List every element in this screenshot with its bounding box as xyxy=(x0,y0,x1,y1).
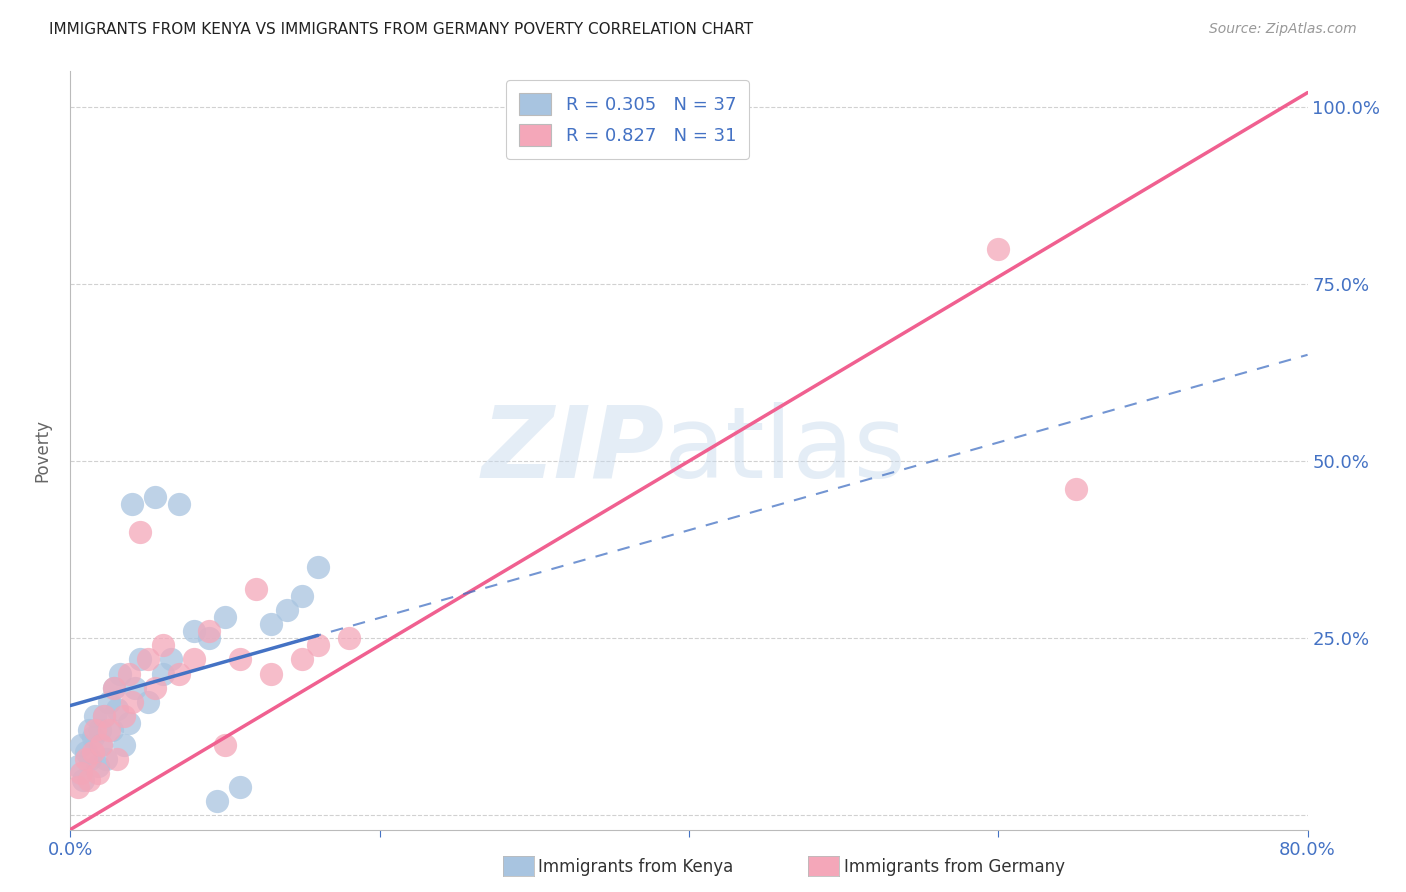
Point xyxy=(94,752,117,766)
Point xyxy=(136,652,159,666)
Point xyxy=(260,666,283,681)
Point xyxy=(145,681,166,695)
Point xyxy=(160,652,183,666)
Point xyxy=(183,652,205,666)
Point xyxy=(207,794,229,808)
Point xyxy=(121,695,143,709)
Point xyxy=(98,723,120,738)
Point xyxy=(108,666,131,681)
Point xyxy=(98,695,120,709)
Point xyxy=(77,723,100,738)
Point xyxy=(105,702,128,716)
Point xyxy=(93,709,115,723)
Point xyxy=(152,666,174,681)
Point xyxy=(152,638,174,652)
Legend: R = 0.305   N = 37, R = 0.827   N = 31: R = 0.305 N = 37, R = 0.827 N = 31 xyxy=(506,80,749,159)
Point xyxy=(114,738,135,752)
Point xyxy=(82,745,105,759)
Point xyxy=(82,731,105,745)
Point xyxy=(121,497,143,511)
Point xyxy=(183,624,205,639)
Point xyxy=(84,709,107,723)
Point xyxy=(118,716,141,731)
Point xyxy=(198,624,221,639)
Text: Immigrants from Germany: Immigrants from Germany xyxy=(844,858,1064,876)
Point xyxy=(129,524,152,539)
Point xyxy=(67,780,90,794)
Point xyxy=(1064,483,1087,497)
Point xyxy=(291,652,314,666)
Text: atlas: atlas xyxy=(664,402,905,499)
Text: ZIP: ZIP xyxy=(481,402,664,499)
Text: IMMIGRANTS FROM KENYA VS IMMIGRANTS FROM GERMANY POVERTY CORRELATION CHART: IMMIGRANTS FROM KENYA VS IMMIGRANTS FROM… xyxy=(49,22,754,37)
Point xyxy=(260,617,283,632)
Point xyxy=(291,589,314,603)
Point xyxy=(70,765,93,780)
Point xyxy=(307,560,329,574)
Point xyxy=(72,772,94,787)
Point xyxy=(167,497,190,511)
Point xyxy=(214,738,236,752)
Point xyxy=(101,723,124,738)
Point xyxy=(84,723,107,738)
Point xyxy=(276,603,298,617)
Point xyxy=(136,695,159,709)
Point xyxy=(90,738,112,752)
Point xyxy=(87,759,110,773)
Text: Immigrants from Kenya: Immigrants from Kenya xyxy=(538,858,734,876)
Point xyxy=(93,709,115,723)
Point xyxy=(114,709,135,723)
Point xyxy=(229,652,252,666)
Y-axis label: Poverty: Poverty xyxy=(34,419,52,482)
Point xyxy=(118,666,141,681)
Point xyxy=(129,652,152,666)
Point xyxy=(214,610,236,624)
Point xyxy=(79,752,101,766)
Point xyxy=(67,759,90,773)
Text: Source: ZipAtlas.com: Source: ZipAtlas.com xyxy=(1209,22,1357,37)
Point xyxy=(103,681,125,695)
Point xyxy=(87,765,110,780)
Point xyxy=(103,681,125,695)
Point xyxy=(90,738,112,752)
Point xyxy=(337,632,360,646)
Point xyxy=(987,242,1010,256)
Point xyxy=(105,752,128,766)
Point xyxy=(89,723,111,738)
Point xyxy=(167,666,190,681)
Point xyxy=(307,638,329,652)
Point xyxy=(245,582,267,596)
Point xyxy=(198,632,221,646)
Point xyxy=(229,780,252,794)
Point xyxy=(75,745,97,759)
Point xyxy=(75,752,97,766)
Point xyxy=(145,490,166,504)
Point xyxy=(77,772,100,787)
Point xyxy=(70,738,93,752)
Point xyxy=(124,681,146,695)
